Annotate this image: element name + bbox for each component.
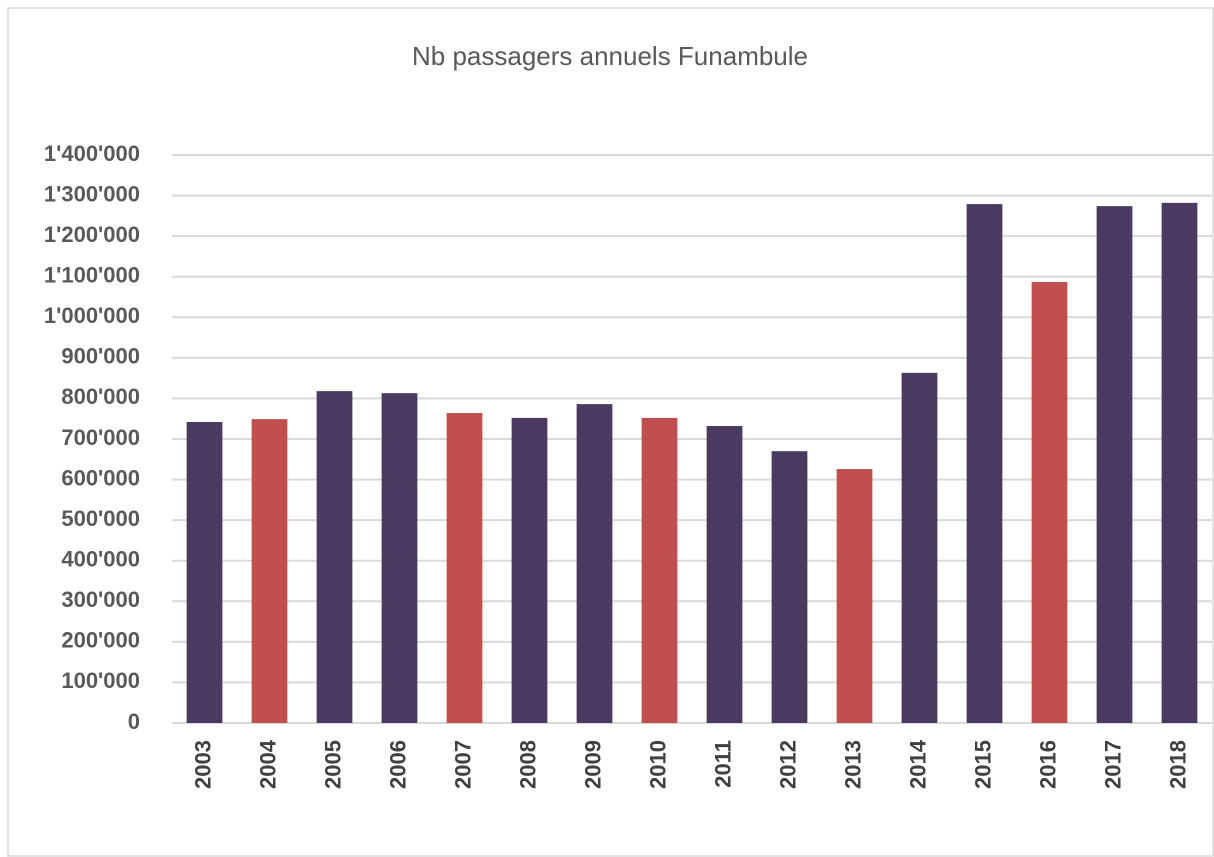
bar (1031, 281, 1068, 723)
bar (446, 413, 483, 723)
y-tick-label: 1'100'000 (44, 263, 140, 288)
bar (706, 426, 743, 723)
y-tick-label: 800'000 (61, 384, 140, 409)
y-tick-label: 0 (128, 709, 140, 734)
x-tick-label: 2003 (190, 740, 215, 789)
x-tick-label: 2009 (580, 740, 605, 789)
y-tick-label: 600'000 (61, 465, 140, 490)
y-tick-label: 1'000'000 (44, 303, 140, 328)
bar (316, 391, 353, 723)
bar (901, 372, 938, 723)
y-tick-label: 500'000 (61, 506, 140, 531)
x-tick-label: 2018 (1165, 740, 1190, 789)
x-tick-label: 2016 (1035, 740, 1060, 789)
x-tick-label: 2015 (970, 740, 995, 789)
x-tick-label: 2013 (840, 740, 865, 789)
x-tick-label: 2014 (905, 739, 930, 789)
x-tick-label: 2005 (320, 740, 345, 789)
x-tick-label: 2008 (515, 740, 540, 789)
y-tick-label: 1'300'000 (44, 181, 140, 206)
bar (771, 451, 808, 723)
bar (186, 421, 223, 723)
y-tick-label: 1'200'000 (44, 222, 140, 247)
y-tick-label: 700'000 (61, 425, 140, 450)
bar (1161, 202, 1198, 724)
bar (836, 469, 873, 723)
bar (251, 419, 288, 723)
bar (1096, 206, 1133, 723)
y-tick-label: 100'000 (61, 668, 140, 693)
bar (966, 204, 1003, 723)
x-tick-label: 2010 (645, 740, 670, 789)
x-tick-label: 2012 (775, 740, 800, 789)
bar (641, 417, 678, 723)
x-tick-label: 2006 (385, 740, 410, 789)
bar (381, 393, 418, 723)
x-tick-label: 2017 (1100, 740, 1125, 789)
x-tick-label: 2004 (255, 739, 280, 789)
x-tick-label: 2007 (450, 740, 475, 789)
chart-title: Nb passagers annuels Funambule (412, 41, 808, 71)
x-tick-label: 2011 (710, 740, 735, 788)
bar (576, 404, 613, 723)
y-tick-label: 900'000 (61, 344, 140, 369)
y-tick-label: 200'000 (61, 628, 140, 653)
y-tick-label: 1'400'000 (44, 141, 140, 166)
y-tick-label: 300'000 (61, 587, 140, 612)
y-tick-label: 400'000 (61, 547, 140, 572)
bar (511, 417, 548, 723)
